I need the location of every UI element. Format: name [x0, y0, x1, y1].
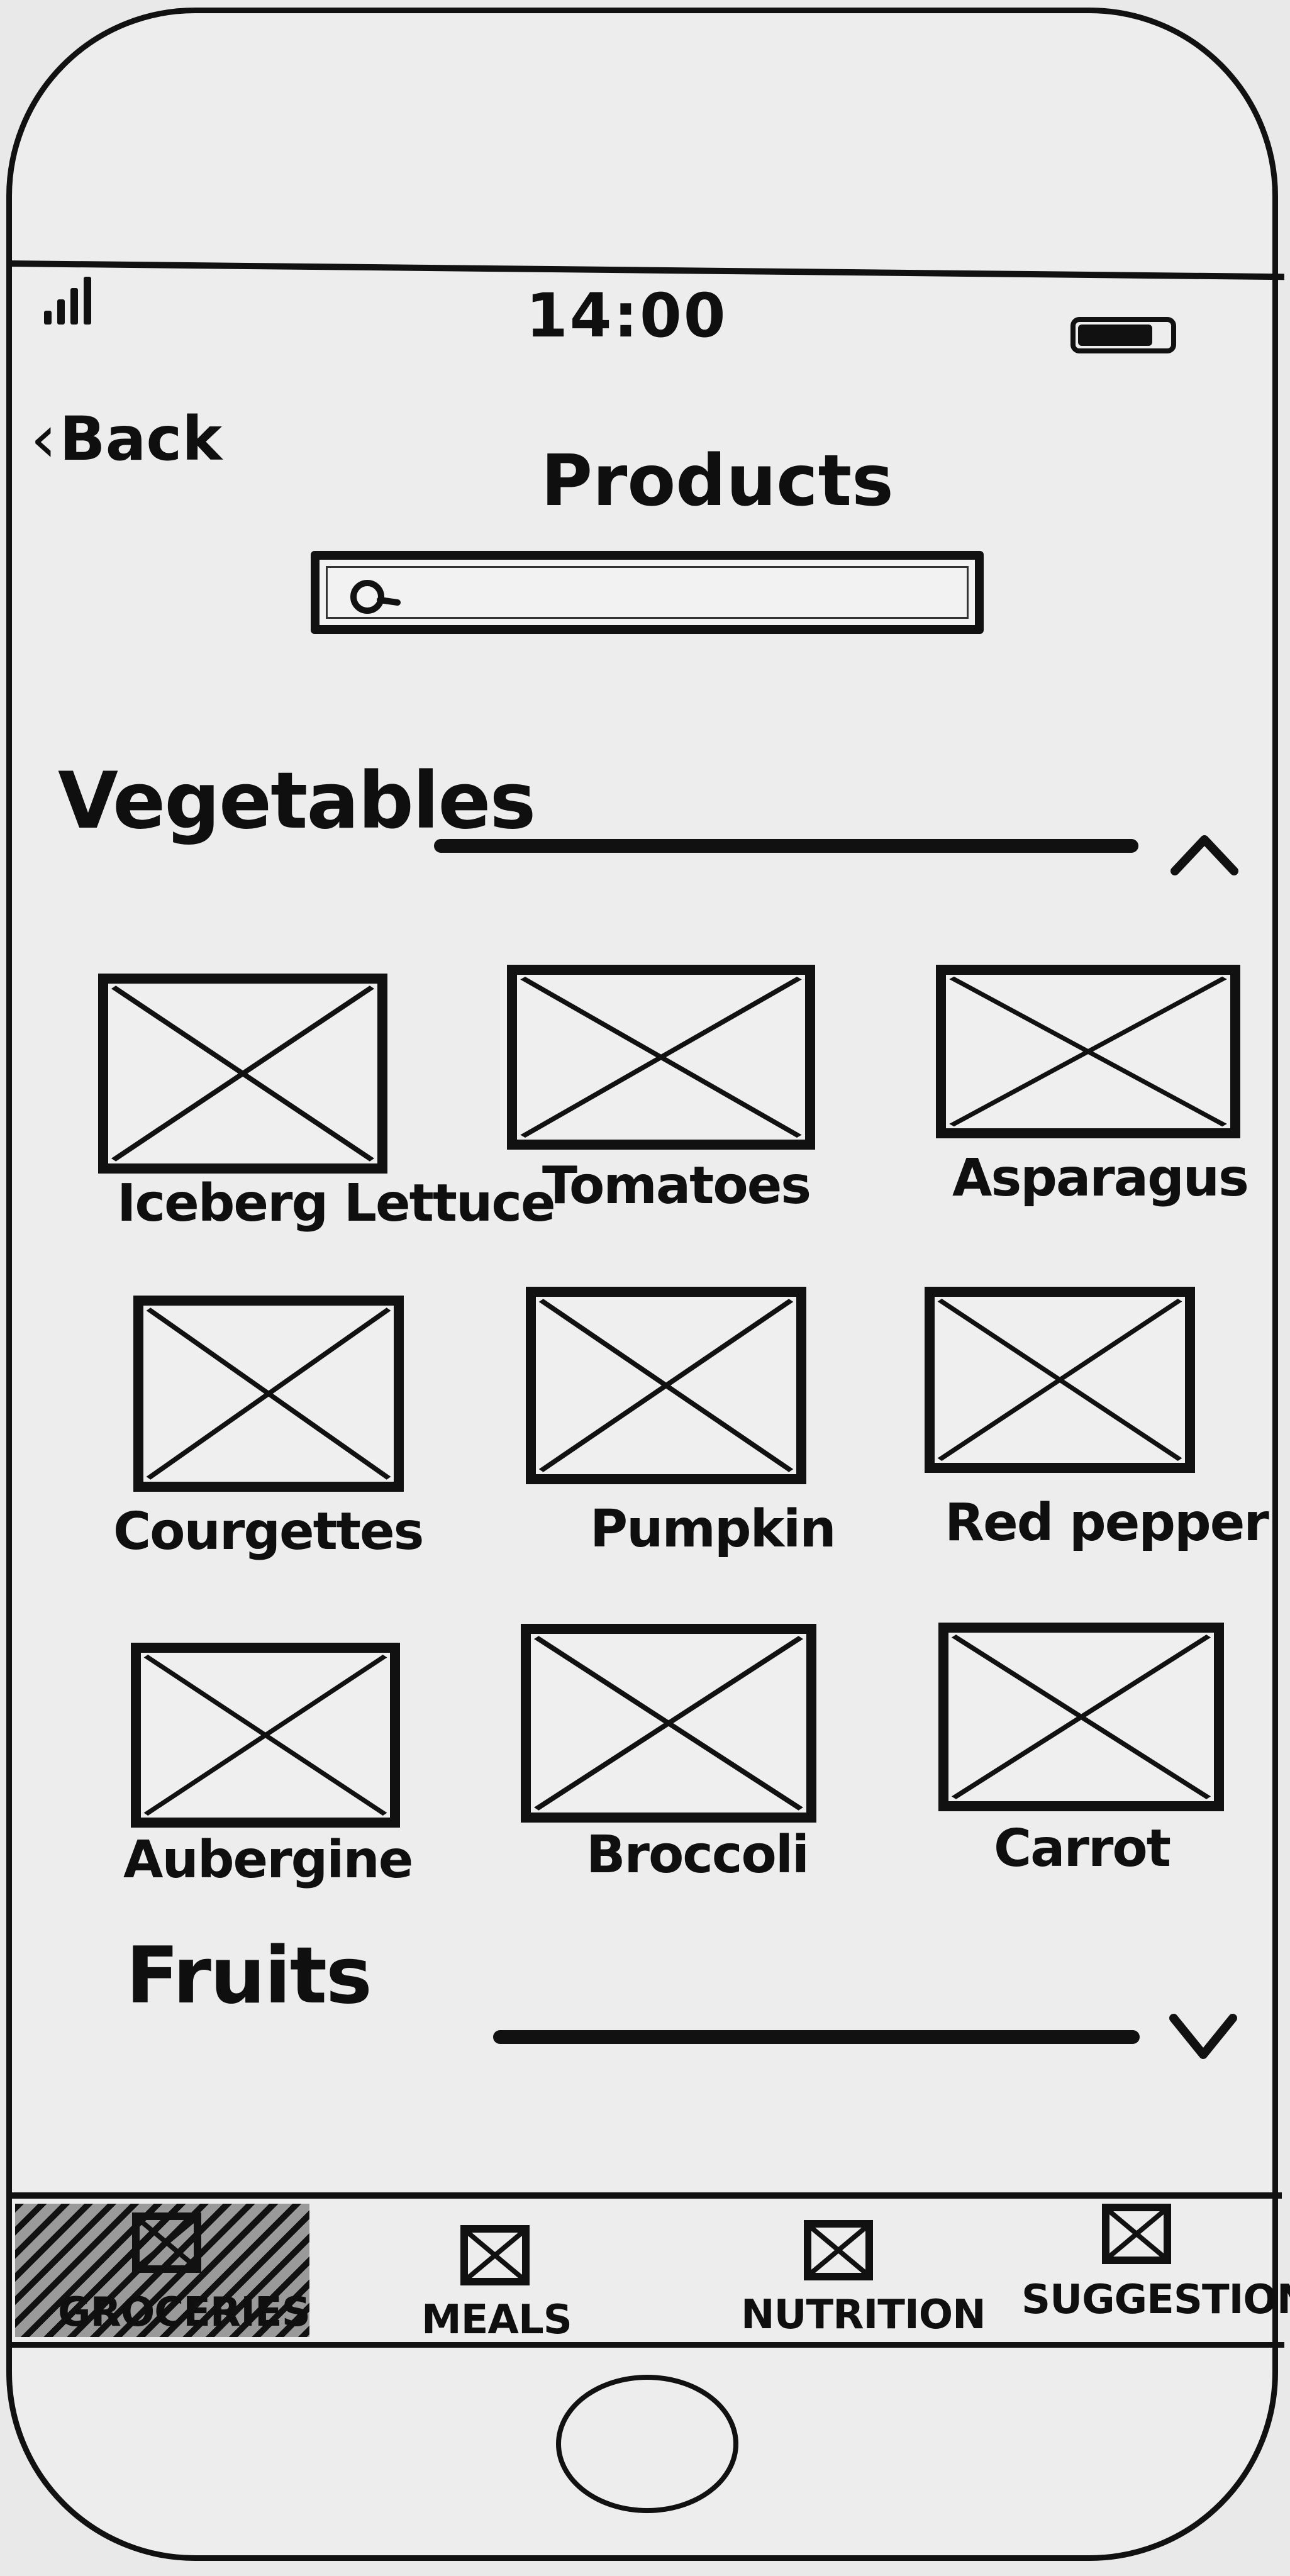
section-header-vegetables[interactable]: Vegetables: [58, 756, 536, 847]
chevron-left-icon: ‹: [30, 400, 57, 477]
chevron-up-icon[interactable]: [1170, 818, 1239, 887]
product-name: Iceberg Lettuce: [117, 1174, 556, 1233]
tab-label-meals: MEALS: [421, 2297, 572, 2343]
chevron-down-icon[interactable]: [1169, 2004, 1238, 2073]
image-placeholder-icon: [98, 974, 387, 1174]
tab-label-groceries: GROCERIES: [58, 2289, 311, 2336]
section-divider: [493, 2030, 1140, 2044]
image-placeholder-icon: [507, 965, 815, 1150]
back-button[interactable]: ‹ Back: [30, 400, 222, 477]
section-title-fruits: Fruits: [126, 1931, 372, 2021]
image-placeholder-icon: [131, 1643, 400, 1828]
search-bar[interactable]: [311, 551, 984, 634]
image-placeholder-icon: [925, 1287, 1195, 1473]
signal-icon: [44, 277, 91, 325]
image-placeholder-icon: [936, 965, 1240, 1138]
product-name: Aubergine: [123, 1830, 413, 1890]
screen-bottom-edge: [9, 2342, 1284, 2348]
suggestions-icon: [1102, 2204, 1171, 2264]
status-time: 14:00: [526, 280, 728, 351]
tab-nutrition[interactable]: NUTRITION: [731, 2204, 986, 2338]
image-placeholder-icon: [133, 1296, 404, 1492]
section-title-vegetables: Vegetables: [58, 756, 536, 847]
tab-suggestions[interactable]: SUGGESTIONS: [1021, 2204, 1290, 2337]
tab-groceries[interactable]: GROCERIES: [15, 2204, 311, 2337]
back-label: Back: [59, 403, 223, 474]
product-name: Broccoli: [586, 1825, 809, 1885]
image-placeholder-icon: [521, 1624, 816, 1823]
tab-label-suggestions: SUGGESTIONS: [1021, 2277, 1290, 2323]
product-name: Asparagus: [952, 1148, 1249, 1208]
nutrition-icon: [804, 2220, 873, 2280]
home-button[interactable]: [556, 2375, 738, 2513]
product-name: Red pepper: [945, 1493, 1269, 1553]
search-bar-inner: [326, 566, 969, 619]
product-name: Carrot: [994, 1819, 1171, 1879]
search-icon: [350, 580, 401, 614]
section-header-fruits[interactable]: Fruits: [126, 1931, 372, 2021]
search-input[interactable]: [395, 571, 951, 616]
tab-meals[interactable]: MEALS: [411, 2204, 600, 2343]
section-divider: [434, 839, 1138, 853]
image-placeholder-icon: [526, 1287, 806, 1484]
product-name: Tomatoes: [542, 1156, 811, 1216]
meals-icon: [460, 2225, 530, 2285]
product-name: Pumpkin: [590, 1499, 837, 1559]
phone-frame: [6, 8, 1278, 2561]
tab-bar: GROCERIES MEALS NUTRITION SUGGESTIONS: [9, 2192, 1290, 2346]
image-placeholder-icon: [938, 1623, 1224, 1811]
product-name: Courgettes: [113, 1502, 424, 1562]
page-title: Products: [541, 440, 894, 522]
tab-label-nutrition: NUTRITION: [741, 2292, 986, 2338]
tab-bar-divider: [9, 2192, 1282, 2199]
groceries-icon: [132, 2212, 201, 2273]
battery-icon: [1070, 317, 1176, 353]
